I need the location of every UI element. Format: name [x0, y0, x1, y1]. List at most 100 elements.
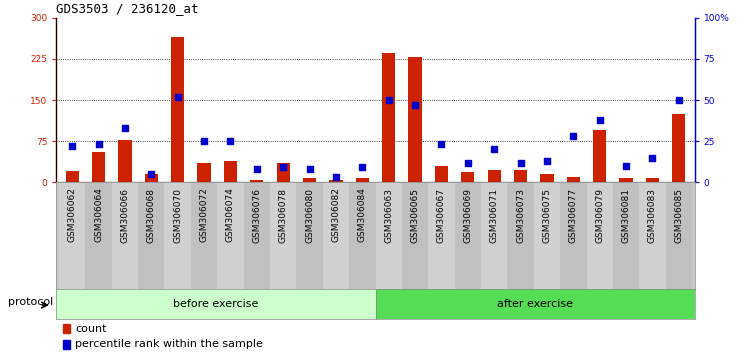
Bar [613, 182, 639, 289]
Bar [198, 163, 210, 182]
Bar [402, 182, 428, 289]
Bar [382, 53, 395, 182]
Bar [119, 139, 131, 182]
Bar [164, 182, 191, 289]
Point [330, 175, 342, 180]
Point [620, 163, 632, 169]
Text: GSM306063: GSM306063 [385, 188, 394, 242]
Bar [250, 179, 264, 182]
Text: GSM306076: GSM306076 [252, 188, 261, 242]
Text: GSM306075: GSM306075 [542, 188, 551, 242]
Bar [224, 161, 237, 182]
Text: before exercise: before exercise [173, 298, 258, 309]
Point [462, 160, 474, 165]
Text: GSM306065: GSM306065 [411, 188, 420, 242]
Point [594, 117, 606, 122]
Bar [508, 182, 534, 289]
Text: GSM306066: GSM306066 [120, 188, 129, 242]
Bar [541, 174, 553, 182]
Bar [330, 179, 342, 182]
Text: count: count [75, 324, 107, 333]
Bar [514, 170, 527, 182]
Text: GSM306071: GSM306071 [490, 188, 499, 242]
Bar [145, 174, 158, 182]
Text: GSM306077: GSM306077 [569, 188, 578, 242]
Point [673, 97, 685, 103]
Bar [191, 182, 217, 289]
Bar [435, 166, 448, 182]
Bar [646, 178, 659, 182]
Bar [86, 182, 112, 289]
Bar [665, 182, 692, 289]
Bar [376, 182, 402, 289]
Bar [587, 182, 613, 289]
Point [356, 165, 368, 170]
Point [119, 125, 131, 131]
Bar [171, 37, 184, 182]
Bar [560, 182, 587, 289]
Bar [534, 182, 560, 289]
Text: GSM306067: GSM306067 [437, 188, 446, 242]
Bar [65, 171, 79, 182]
Point [303, 166, 315, 172]
Bar [461, 172, 475, 182]
Bar [409, 57, 421, 182]
Text: GSM306082: GSM306082 [331, 188, 340, 242]
Point [409, 102, 421, 108]
Point [66, 143, 78, 149]
Bar [62, 324, 71, 333]
Text: after exercise: after exercise [497, 298, 573, 309]
Text: percentile rank within the sample: percentile rank within the sample [75, 339, 264, 349]
Point [383, 97, 395, 103]
Text: GSM306085: GSM306085 [674, 188, 683, 242]
Point [436, 142, 448, 147]
Text: GSM306068: GSM306068 [146, 188, 155, 242]
Text: GSM306081: GSM306081 [622, 188, 631, 242]
Text: GSM306083: GSM306083 [648, 188, 657, 242]
Bar [138, 182, 164, 289]
Bar [639, 182, 665, 289]
Bar [356, 178, 369, 182]
Bar [270, 182, 297, 289]
Bar [349, 182, 376, 289]
Bar [323, 182, 349, 289]
Point [277, 165, 289, 170]
Point [541, 158, 553, 164]
Bar [672, 114, 686, 182]
Bar [92, 152, 105, 182]
Bar [428, 182, 454, 289]
Point [567, 133, 579, 139]
Text: GSM306070: GSM306070 [173, 188, 182, 242]
Bar [567, 177, 580, 182]
Bar [243, 182, 270, 289]
Text: GDS3503 / 236120_at: GDS3503 / 236120_at [56, 2, 199, 15]
Point [92, 142, 104, 147]
Text: GSM306079: GSM306079 [596, 188, 605, 242]
Text: GSM306064: GSM306064 [94, 188, 103, 242]
Point [488, 147, 500, 152]
Text: GSM306084: GSM306084 [357, 188, 366, 242]
Point [647, 155, 659, 160]
Text: GSM306072: GSM306072 [200, 188, 209, 242]
Bar [487, 170, 501, 182]
Bar [59, 182, 86, 289]
Bar [481, 182, 508, 289]
Point [225, 138, 237, 144]
Bar [454, 182, 481, 289]
Bar [112, 182, 138, 289]
Bar [62, 340, 71, 349]
Text: GSM306062: GSM306062 [68, 188, 77, 242]
Text: GSM306080: GSM306080 [305, 188, 314, 242]
Text: GSM306074: GSM306074 [226, 188, 235, 242]
Text: GSM306078: GSM306078 [279, 188, 288, 242]
Bar [297, 182, 323, 289]
Bar [276, 163, 290, 182]
Bar [217, 182, 243, 289]
Point [145, 171, 157, 177]
Text: GSM306073: GSM306073 [516, 188, 525, 242]
Point [514, 160, 526, 165]
Bar [593, 130, 606, 182]
Point [251, 166, 263, 172]
Bar [303, 178, 316, 182]
Point [172, 94, 184, 99]
